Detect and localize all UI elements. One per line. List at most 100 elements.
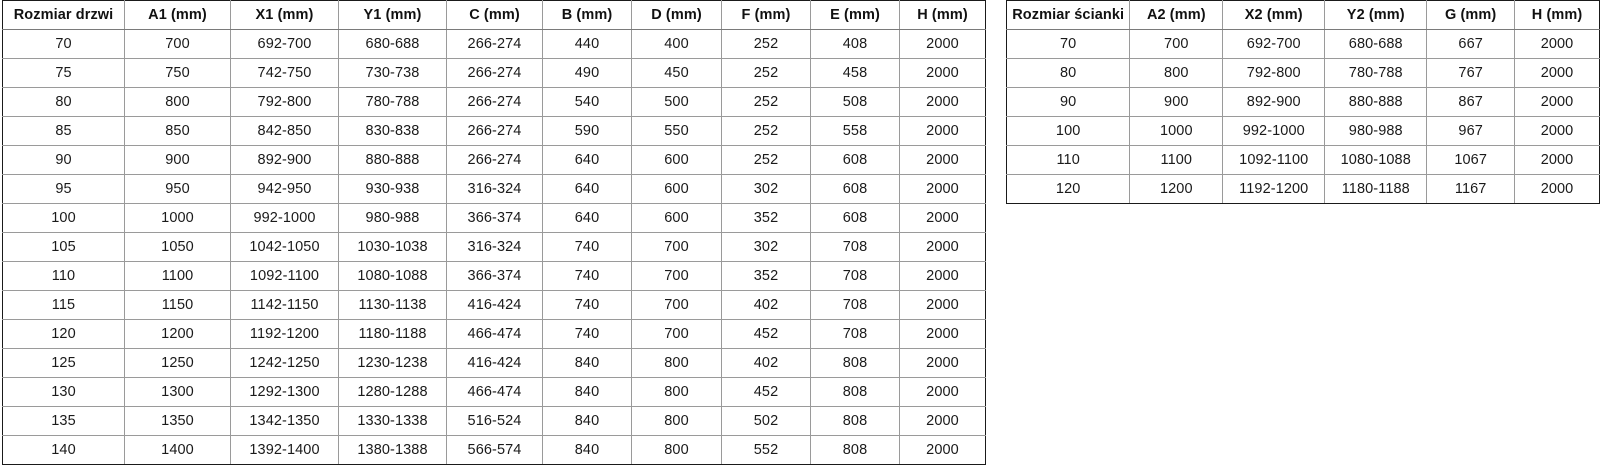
doors-cell: 466-474 [446,377,543,407]
doors-cell: 600 [631,174,722,204]
doors-cell: 808 [810,377,900,407]
doors-cell: 800 [631,348,722,378]
doors-cell: 2000 [899,116,986,146]
table-row: 125 1250 1242-1250 1230-1238 416-424 840 800 40… [2,348,986,378]
walls-cell: 2000 [1514,116,1600,146]
doors-cell: 1030-1038 [338,232,447,262]
walls-cell: 880-888 [1324,87,1428,117]
table-row: 120 1200 1192-1200 1180-1188 466-474 740 700 45… [2,319,986,349]
walls-column-header: H (mm) [1514,0,1600,30]
table-row: 95 950 942-950 930-938 316-324 640 600 302 608 20… [2,174,986,204]
doors-cell: 516-524 [446,406,543,436]
doors-cell: 808 [810,435,900,465]
doors-cell: 95 [2,174,125,204]
table-row: 135 1350 1342-1350 1330-1338 516-524 840 800 50… [2,406,986,436]
doors-cell: 252 [721,87,811,117]
walls-cell: 892-900 [1222,87,1326,117]
walls-cell: 90 [1005,87,1131,117]
doors-cell: 502 [721,406,811,436]
doors-cell: 1000 [124,203,231,233]
doors-cell: 70 [2,29,125,59]
doors-column-header: E (mm) [810,0,900,30]
doors-cell: 2000 [899,348,986,378]
doors-cell: 600 [631,145,722,175]
walls-cell: 1180-1188 [1324,174,1428,204]
doors-cell: 708 [810,290,900,320]
walls-column-header: G (mm) [1426,0,1516,30]
walls-cell: 2000 [1514,87,1600,117]
walls-cell: 80 [1005,58,1131,88]
walls-cell: 700 [1129,29,1224,59]
doors-cell: 2000 [899,29,986,59]
doors-cell: 366-374 [446,261,543,291]
doors-cell: 1342-1350 [230,406,339,436]
walls-cell: 980-988 [1324,116,1428,146]
doors-cell: 800 [631,435,722,465]
doors-cell: 700 [124,29,231,59]
doors-cell: 808 [810,406,900,436]
doors-column-header: Rozmiar drzwi [2,0,125,30]
doors-cell: 700 [631,232,722,262]
doors-cell: 1092-1100 [230,261,339,291]
doors-cell: 742-750 [230,58,339,88]
walls-cell: 70 [1005,29,1131,59]
doors-cell: 930-938 [338,174,447,204]
table-row: 75 750 742-750 730-738 266-274 490 450 252 458 20… [2,58,986,88]
doors-cell: 1280-1288 [338,377,447,407]
doors-cell: 105 [2,232,125,262]
doors-cell: 135 [2,406,125,436]
doors-cell: 708 [810,261,900,291]
doors-cell: 1330-1338 [338,406,447,436]
doors-cell: 490 [542,58,632,88]
doors-cell: 800 [631,377,722,407]
doors-cell: 1230-1238 [338,348,447,378]
table-row: 100 1000 992-1000 980-988 967 2000 [1005,116,1600,146]
doors-cell: 2000 [899,203,986,233]
walls-cell: 1167 [1426,174,1516,204]
walls-table-head: Rozmiar ścianki A2 (mm) X2 (mm) Y2 (mm) G (m… [1005,0,1600,30]
walls-cell: 1192-1200 [1222,174,1326,204]
doors-cell: 850 [124,116,231,146]
doors-cell: 316-324 [446,174,543,204]
doors-cell: 252 [721,58,811,88]
doors-cell: 1130-1138 [338,290,447,320]
walls-cell: 767 [1426,58,1516,88]
doors-cell: 608 [810,174,900,204]
doors-cell: 402 [721,290,811,320]
doors-header-row: Rozmiar drzwi A1 (mm) X1 (mm) Y1 (mm) C (mm)… [2,0,986,30]
walls-cell: 780-788 [1324,58,1428,88]
doors-cell: 302 [721,174,811,204]
walls-cell: 100 [1005,116,1131,146]
doors-cell: 1392-1400 [230,435,339,465]
walls-cell: 800 [1129,58,1224,88]
doors-cell: 316-324 [446,232,543,262]
table-row: 105 1050 1042-1050 1030-1038 316-324 740 700 30… [2,232,986,262]
doors-cell: 408 [810,29,900,59]
doors-cell: 2000 [899,261,986,291]
doors-cell: 100 [2,203,125,233]
doors-table-body: 70 700 692-700 680-688 266-274 440 400 252 408 20… [2,29,986,465]
walls-column-header: Rozmiar ścianki [1005,0,1131,30]
doors-cell: 980-988 [338,203,447,233]
doors-cell: 125 [2,348,125,378]
doors-cell: 708 [810,232,900,262]
doors-column-header: A1 (mm) [124,0,231,30]
doors-cell: 830-838 [338,116,447,146]
doors-cell: 452 [721,377,811,407]
doors-cell: 550 [631,116,722,146]
table-row: 120 1200 1192-1200 1180-1188 1167 2000 [1005,174,1600,204]
doors-cell: 566-574 [446,435,543,465]
doors-column-header: D (mm) [631,0,722,30]
doors-cell: 85 [2,116,125,146]
walls-table-container: Rozmiar ścianki A2 (mm) X2 (mm) Y2 (mm) G (m… [1005,0,1600,204]
doors-cell: 1050 [124,232,231,262]
doors-cell: 352 [721,261,811,291]
doors-cell: 800 [631,406,722,436]
doors-cell: 266-274 [446,145,543,175]
doors-cell: 590 [542,116,632,146]
doors-cell: 140 [2,435,125,465]
doors-cell: 740 [542,261,632,291]
doors-cell: 692-700 [230,29,339,59]
doors-cell: 740 [542,290,632,320]
